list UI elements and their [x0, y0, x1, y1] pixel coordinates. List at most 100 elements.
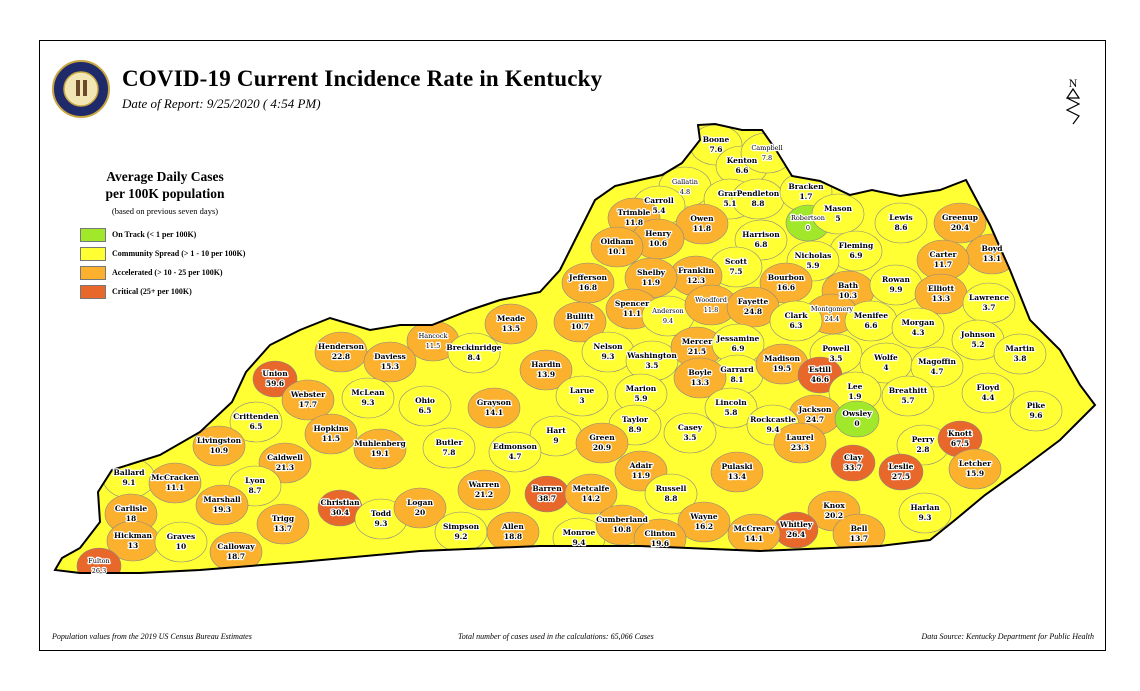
county-rate-leslie: 27.5 — [892, 472, 910, 481]
county-lewis — [874, 202, 928, 244]
county-rate-carter: 11.7 — [934, 260, 952, 269]
county-rate-estill: 46.6 — [811, 375, 829, 384]
county-rate-anderson: 9.4 — [663, 317, 673, 325]
county-name-marion: Marion — [626, 384, 657, 393]
county-breathitt — [881, 375, 935, 417]
county-rate-fleming: 6.9 — [849, 251, 862, 260]
legend: Average Daily Cases per 100K population … — [80, 168, 250, 301]
county-name-kenton: Kenton — [727, 156, 758, 165]
county-name-breckinridge: Breckinridge — [446, 343, 501, 352]
county-name-russell: Russell — [656, 484, 687, 493]
county-henderson — [314, 331, 368, 373]
county-name-harlan: Harlan — [910, 503, 940, 512]
county-greenup — [933, 202, 987, 244]
county-name-greenup: Greenup — [942, 213, 978, 222]
county-rate-washington: 3.5 — [645, 361, 658, 370]
county-name-lawrence: Lawrence — [969, 293, 1009, 302]
county-name-todd: Todd — [371, 509, 392, 518]
county-name-fayette: Fayette — [738, 297, 769, 306]
county-rate-harlan: 9.3 — [918, 513, 931, 522]
county-rate-clark: 6.3 — [789, 321, 802, 330]
county-wayne — [677, 501, 731, 543]
county-name-caldwell: Caldwell — [267, 453, 303, 462]
county-mccracken — [148, 462, 202, 504]
county-rate-greenup: 20.4 — [951, 223, 969, 232]
county-rate-nelson: 9.3 — [601, 352, 614, 361]
county-rate-bath: 10.3 — [839, 291, 857, 300]
county-name-casey: Casey — [678, 423, 703, 432]
county-name-bath: Bath — [838, 281, 859, 290]
county-rate-magoffin: 4.7 — [930, 367, 943, 376]
county-rate-menifee: 6.6 — [864, 321, 877, 330]
county-name-shelby: Shelby — [637, 268, 666, 277]
county-clark — [769, 300, 823, 342]
county-rate-bullitt: 10.7 — [571, 322, 589, 331]
county-rate-boyle: 13.3 — [691, 378, 709, 387]
county-rate-woodford: 11.8 — [704, 306, 718, 314]
county-name-whitley: Whitley — [779, 520, 813, 529]
county-rate-robertson: 0 — [806, 224, 810, 232]
county-owsley — [834, 400, 880, 438]
county-rate-trimble: 11.8 — [625, 218, 643, 227]
county-rate-fulton: 26.3 — [92, 567, 106, 575]
county-rate-jefferson: 16.8 — [579, 283, 597, 292]
county-rate-warren: 21.2 — [475, 490, 493, 499]
county-rate-breathitt: 5.7 — [901, 396, 914, 405]
county-metcalfe — [564, 473, 618, 515]
county-name-johnson: Johnson — [960, 330, 996, 339]
county-name-logan: Logan — [407, 498, 433, 507]
county-name-mccreary: McCreary — [734, 524, 775, 533]
county-rate-bracken: 1.7 — [799, 192, 812, 201]
county-livingston — [192, 425, 246, 467]
county-rate-marion: 5.9 — [634, 394, 647, 403]
county-rate-fayette: 24.8 — [744, 307, 762, 316]
county-rate-harrison: 6.8 — [754, 240, 767, 249]
county-name-green: Green — [589, 433, 615, 442]
county-name-butler: Butler — [436, 438, 464, 447]
county-name-edmonson: Edmonson — [493, 442, 538, 451]
county-rate-grayson: 14.1 — [485, 408, 503, 417]
county-meade — [484, 303, 538, 345]
county-rate-carlisle: 18 — [126, 514, 136, 523]
county-hardin — [519, 349, 573, 391]
county-name-christian: Christian — [320, 498, 360, 507]
legend-item: Accelerated (> 10 - 25 per 100K) — [80, 263, 250, 282]
county-rate-clinton: 19.6 — [651, 539, 669, 548]
county-name-crittenden: Crittenden — [233, 412, 279, 421]
county-rate-owsley: 0 — [854, 419, 859, 428]
county-name-robertson: Robertson — [791, 214, 825, 222]
county-name-trimble: Trimble — [618, 208, 651, 217]
county-harlan — [898, 492, 952, 534]
county-crittenden — [229, 401, 283, 443]
county-rate-ohio: 6.5 — [418, 406, 431, 415]
county-name-calloway: Calloway — [217, 542, 255, 551]
county-rate-garrard: 8.1 — [730, 375, 743, 384]
county-name-leslie: Leslie — [889, 462, 914, 471]
county-rate-jessamine: 6.9 — [731, 344, 744, 353]
county-rate-shelby: 11.9 — [642, 278, 660, 287]
county-name-fulton: Fulton — [88, 557, 110, 565]
county-name-allen: Allen — [501, 522, 524, 531]
county-rate-hardin: 13.9 — [537, 370, 555, 379]
county-rate-kenton: 6.6 — [735, 166, 748, 175]
county-rate-rowan: 9.9 — [889, 285, 902, 294]
map-frame — [39, 40, 1106, 651]
county-name-marshall: Marshall — [203, 495, 240, 504]
county-rate-bell: 13.7 — [850, 534, 868, 543]
county-name-bullitt: Bullitt — [566, 312, 594, 321]
county-rate-henry: 10.6 — [649, 239, 667, 248]
county-rate-henderson: 22.8 — [332, 352, 350, 361]
county-rate-montgomery: 24.4 — [825, 315, 839, 323]
county-name-letcher: Letcher — [959, 459, 992, 468]
county-mason — [811, 193, 865, 235]
county-rate-elliott: 13.3 — [932, 294, 950, 303]
county-casey — [663, 412, 717, 454]
legend-swatch — [80, 284, 106, 299]
county-name-warren: Warren — [468, 480, 500, 489]
county-name-harrison: Harrison — [742, 230, 780, 239]
county-name-wayne: Wayne — [689, 512, 717, 521]
county-rate-mccracken: 11.1 — [166, 483, 184, 492]
county-rate-laurel: 23.3 — [791, 443, 809, 452]
county-name-hancock: Hancock — [419, 332, 448, 340]
county-name-carroll: Carroll — [644, 196, 674, 205]
